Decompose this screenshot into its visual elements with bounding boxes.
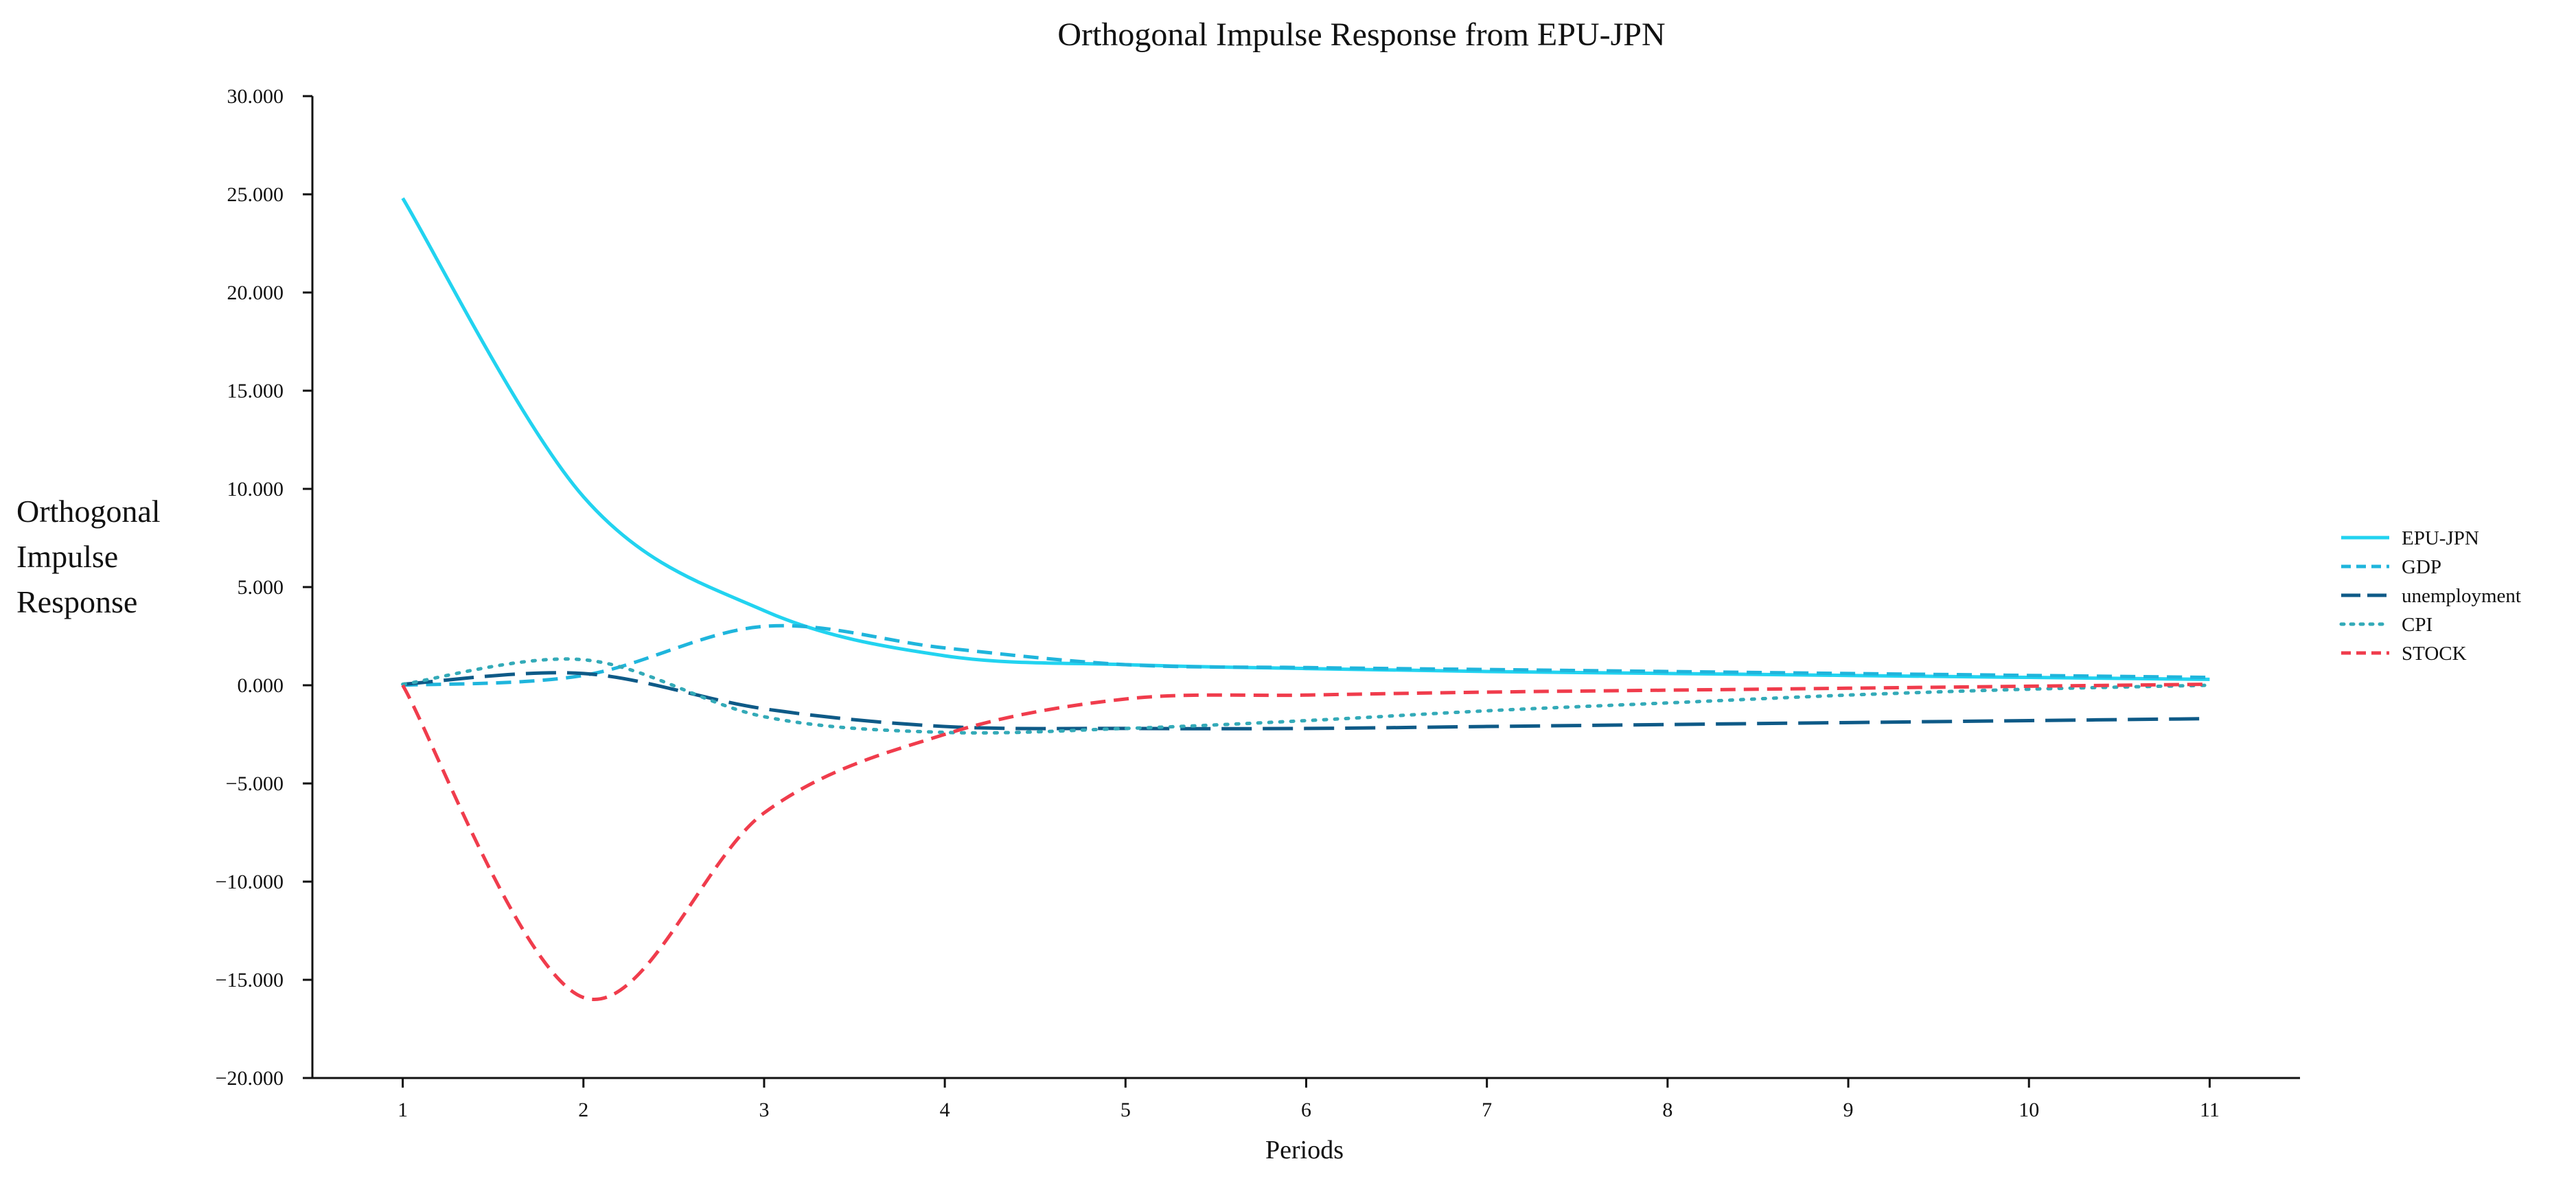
x-tick-label: 10 xyxy=(2019,1099,2039,1121)
y-tick-label: 5.000 xyxy=(238,576,284,599)
legend-label: CPI xyxy=(2402,614,2433,636)
y-tick-label: 0.000 xyxy=(238,674,284,697)
x-tick-label: 6 xyxy=(1301,1099,1311,1121)
x-tick-label: 3 xyxy=(759,1099,769,1121)
x-tick-label: 4 xyxy=(940,1099,950,1121)
series-line-cpi xyxy=(401,657,2211,735)
x-tick-label: 5 xyxy=(1120,1099,1131,1121)
x-tick-label: 7 xyxy=(1482,1099,1492,1121)
legend-label: EPU-JPN xyxy=(2402,527,2479,549)
y-tick-label: 15.000 xyxy=(227,380,284,402)
y-tick-label: −20.000 xyxy=(216,1067,284,1090)
y-tick-label: −5.000 xyxy=(226,772,284,795)
chart-title: Orthogonal Impulse Response from EPU-JPN xyxy=(1057,16,1665,53)
legend-label: STOCK xyxy=(2402,643,2467,665)
y-tick-label: 30.000 xyxy=(227,85,284,108)
legend-label: GDP xyxy=(2402,556,2441,578)
legend-label: unemployment xyxy=(2402,585,2521,607)
series-line-gdp xyxy=(402,623,2210,687)
series-line-stock xyxy=(401,683,2210,1001)
y-axis-ticks: 30.000 25.000 20.000 15.000 10.000 5.000 0.000… xyxy=(216,85,312,1090)
x-tick-label: 11 xyxy=(2200,1099,2220,1121)
x-tick-label: 1 xyxy=(398,1099,408,1121)
series-lines xyxy=(401,197,2211,1001)
y-axis-title-line-2: Impulse xyxy=(16,539,118,574)
legend: EPU-JPN GDP unemployment CPI STOCK xyxy=(2339,527,2521,665)
series-line-unemployment xyxy=(402,671,2210,731)
x-tick-label: 8 xyxy=(1662,1099,1672,1121)
y-tick-label: 20.000 xyxy=(227,282,284,304)
x-tick-label: 2 xyxy=(578,1099,588,1121)
y-tick-label: 25.000 xyxy=(227,183,284,206)
y-axis-title-line-1: Orthogonal xyxy=(16,494,161,529)
x-axis-ticks: 1 2 3 4 5 6 7 8 9 10 11 xyxy=(398,1078,2220,1121)
series-line-epu-jpn xyxy=(401,197,2210,681)
y-tick-label: −15.000 xyxy=(216,969,284,991)
x-axis-title: Periods xyxy=(1265,1136,1344,1165)
y-axis-title: Orthogonal Impulse Response xyxy=(16,494,168,619)
x-tick-label: 9 xyxy=(1843,1099,1854,1121)
y-axis-title-line-3: Response xyxy=(16,584,137,619)
y-tick-label: 10.000 xyxy=(227,478,284,501)
y-tick-label: −10.000 xyxy=(216,871,284,893)
